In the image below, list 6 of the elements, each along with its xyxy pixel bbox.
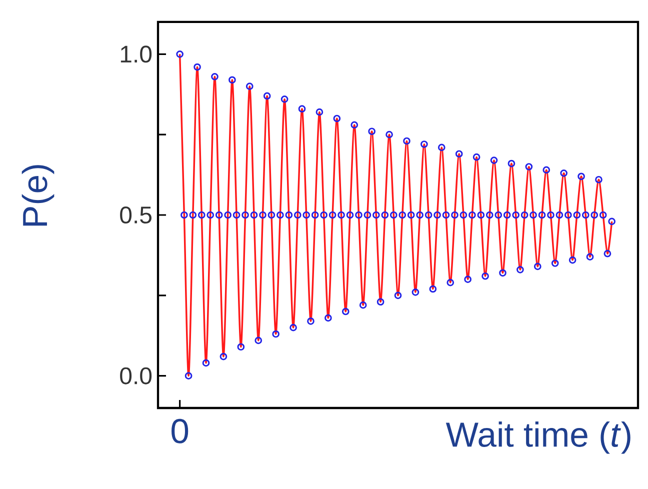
y-axis-title: P(e) xyxy=(22,165,54,226)
y-tick-label: 0.5 xyxy=(120,206,152,224)
y-tick-label: 0.0 xyxy=(120,367,152,384)
y-tick-label: 1.0 xyxy=(120,46,152,63)
x-tick-label: 0 xyxy=(172,418,188,444)
x-axis-title: Wait time (t) xyxy=(446,422,630,454)
